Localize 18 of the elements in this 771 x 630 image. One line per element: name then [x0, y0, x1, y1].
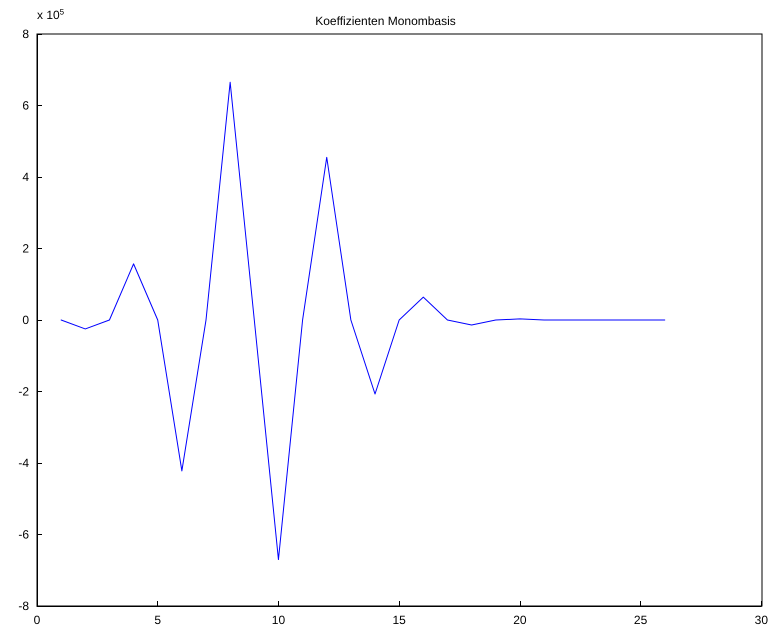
y-tick-label: 6 [22, 98, 30, 112]
y-tick-label: 2 [22, 242, 30, 256]
y-tick-label: -6 [18, 528, 30, 542]
y-tick-label: 4 [22, 170, 30, 184]
y-tick-label: 8 [22, 27, 30, 41]
line-series [60, 82, 666, 560]
y-tick-label: -4 [18, 456, 30, 470]
x-tick-label: 25 [634, 613, 648, 627]
x-tick-label: 5 [154, 613, 162, 627]
x-tick-label: 15 [392, 613, 406, 627]
chart-title: Koeffizienten Monombasis [315, 14, 456, 28]
x-tick-label: 10 [272, 613, 286, 627]
x-tick-label: 30 [754, 613, 768, 627]
y-tick-label: -8 [18, 599, 30, 613]
x-tick-label: 20 [513, 613, 527, 627]
x-tick-label: 0 [34, 613, 41, 627]
y-tick-label: 0 [22, 313, 30, 327]
y-tick-label: -2 [18, 384, 30, 398]
